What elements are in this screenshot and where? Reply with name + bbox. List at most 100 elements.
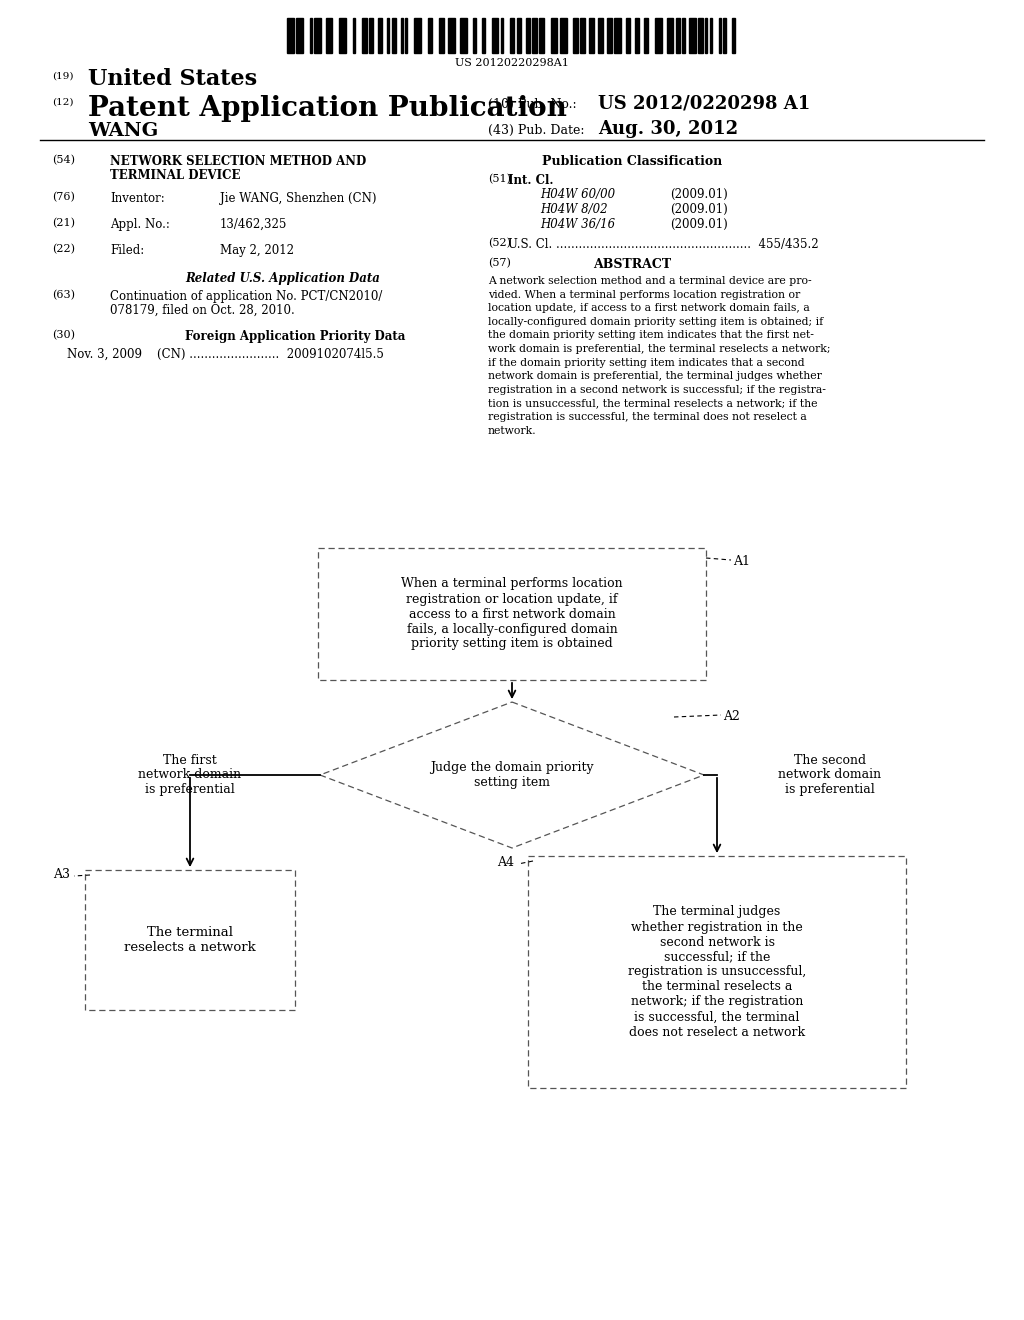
Bar [400,18,402,53]
Bar [510,18,514,53]
Text: (43) Pub. Date:: (43) Pub. Date: [488,124,585,137]
Bar [689,18,696,53]
Text: US 20120220298A1: US 20120220298A1 [455,58,569,69]
Text: (22): (22) [52,244,75,255]
Bar [492,18,499,53]
Text: Related U.S. Application Data: Related U.S. Application Data [185,272,380,285]
Text: A1: A1 [733,554,750,568]
Bar [85,870,295,1010]
Bar [560,18,566,53]
Text: Filed:: Filed: [110,244,144,257]
Bar [551,18,557,53]
Bar [296,18,303,53]
Text: ABSTRACT: ABSTRACT [593,257,671,271]
Bar [710,18,712,53]
Text: Foreign Application Priority Data: Foreign Application Priority Data [185,330,406,343]
Text: (12): (12) [52,98,74,107]
Text: (57): (57) [488,257,511,268]
Bar [387,18,389,53]
Text: Appl. No.:: Appl. No.: [110,218,170,231]
Bar [501,18,503,53]
Text: Nov. 3, 2009    (CN) ........................  2009102074l5.5: Nov. 3, 2009 (CN) ......................… [67,348,384,360]
Text: U.S. Cl. ....................................................  455/435.2: U.S. Cl. ...............................… [508,238,818,251]
Bar [723,18,726,53]
Text: Jie WANG, Shenzhen (CN): Jie WANG, Shenzhen (CN) [220,191,377,205]
Text: (30): (30) [52,330,75,341]
Text: H04W 60/00: H04W 60/00 [540,187,615,201]
Bar [287,18,294,53]
Bar [532,18,537,53]
Text: WANG: WANG [88,121,159,140]
Bar [626,18,630,53]
Bar [326,18,333,53]
Text: Continuation of application No. PCT/CN2010/: Continuation of application No. PCT/CN20… [110,290,382,304]
Bar [540,18,544,53]
Bar [706,18,708,53]
Bar [353,18,355,53]
Text: Aug. 30, 2012: Aug. 30, 2012 [598,120,738,139]
Text: H04W 8/02: H04W 8/02 [540,203,607,216]
Bar [516,18,521,53]
Text: The first
network domain
is preferential: The first network domain is preferential [138,754,242,796]
Text: (52): (52) [488,238,511,248]
Bar [614,18,622,53]
Text: (2009.01): (2009.01) [670,187,728,201]
Bar [528,855,906,1088]
Text: (10) Pub. No.:: (10) Pub. No.: [488,98,577,111]
Bar [682,18,685,53]
Text: A2: A2 [723,710,740,723]
Text: The second
network domain
is preferential: The second network domain is preferentia… [778,754,882,796]
Text: (76): (76) [52,191,75,202]
Bar [598,18,603,53]
Text: 078179, filed on Oct. 28, 2010.: 078179, filed on Oct. 28, 2010. [110,304,295,317]
Bar [719,18,721,53]
Text: TERMINAL DEVICE: TERMINAL DEVICE [110,169,241,182]
Bar [362,18,367,53]
Bar [309,18,312,53]
Text: When a terminal performs location
registration or location update, if
access to : When a terminal performs location regist… [401,578,623,651]
Text: The terminal
reselects a network: The terminal reselects a network [124,927,256,954]
Text: US 2012/0220298 A1: US 2012/0220298 A1 [598,95,810,114]
Bar [732,18,735,53]
Text: May 2, 2012: May 2, 2012 [220,244,294,257]
Text: A network selection method and a terminal device are pro-
vided. When a terminal: A network selection method and a termina… [488,276,830,436]
Bar [676,18,680,53]
Bar [473,18,475,53]
Text: Patent Application Publication: Patent Application Publication [88,95,567,121]
Text: United States: United States [88,69,257,90]
Bar [460,18,467,53]
Text: A4: A4 [497,855,514,869]
Text: (63): (63) [52,290,75,301]
Text: (2009.01): (2009.01) [670,218,728,231]
Bar [415,18,421,53]
Bar [378,18,382,53]
Text: Int. Cl.: Int. Cl. [508,174,554,187]
Bar [635,18,639,53]
Text: Judge the domain priority
setting item: Judge the domain priority setting item [430,762,594,789]
Text: Publication Classification: Publication Classification [542,154,722,168]
Bar [449,18,456,53]
Bar [589,18,594,53]
Bar [314,18,322,53]
Text: The terminal judges
whether registration in the
second network is
successful; if: The terminal judges whether registration… [628,906,806,1039]
Text: H04W 36/16: H04W 36/16 [540,218,615,231]
Bar [644,18,648,53]
Bar [482,18,484,53]
Text: (21): (21) [52,218,75,228]
Bar [698,18,702,53]
Text: 13/462,325: 13/462,325 [220,218,288,231]
Text: Inventor:: Inventor: [110,191,165,205]
Text: NETWORK SELECTION METHOD AND: NETWORK SELECTION METHOD AND [110,154,367,168]
Bar [607,18,612,53]
Bar [339,18,346,53]
Bar [525,18,530,53]
Bar [428,18,432,53]
Text: (54): (54) [52,154,75,165]
Bar [318,548,706,680]
Text: A3: A3 [53,869,70,880]
Text: (19): (19) [52,73,74,81]
Bar [573,18,578,53]
Text: (2009.01): (2009.01) [670,203,728,216]
Text: (51): (51) [488,174,511,185]
Bar [581,18,585,53]
